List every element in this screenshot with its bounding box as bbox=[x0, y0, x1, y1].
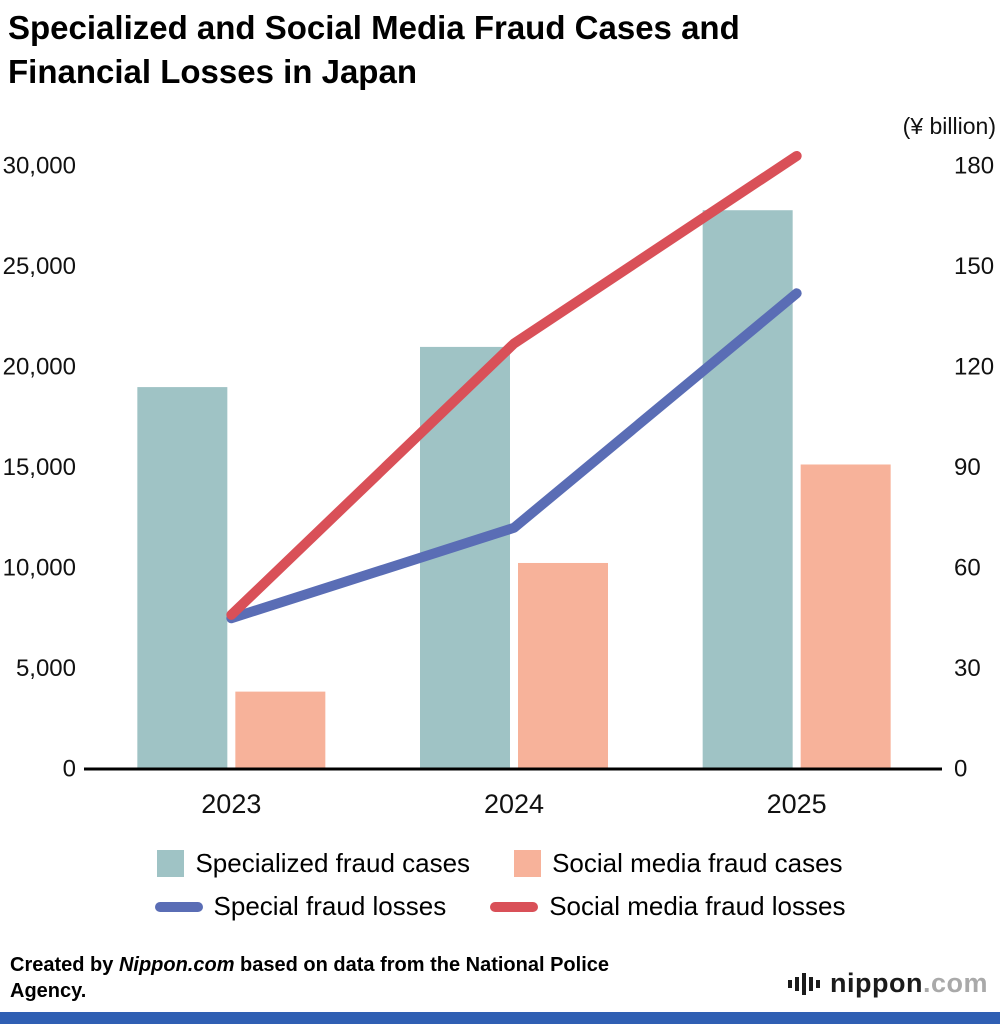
bar-social-media-fraud-cases-2025 bbox=[800, 464, 891, 769]
logo-name: nippon bbox=[830, 968, 923, 998]
legend-item-specialized-fraud-cases: Specialized fraud cases bbox=[157, 848, 470, 879]
left-axis-tick-label: 15,000 bbox=[3, 454, 76, 481]
logo-text: nippon.com bbox=[830, 968, 988, 999]
chart-legend: Specialized fraud cases Social media fra… bbox=[0, 848, 1000, 922]
chart-title: Specialized and Social Media Fraud Cases… bbox=[8, 6, 740, 93]
legend-label-social-media-losses: Social media fraud losses bbox=[549, 891, 846, 921]
logo-suffix: .com bbox=[922, 968, 988, 998]
bar-specialized-fraud-cases-2023 bbox=[137, 387, 228, 769]
legend-item-special-fraud-losses: Special fraud losses bbox=[154, 891, 447, 922]
combo-bar-line-chart: (¥ billion) 0 5,000 10,000 15,000 20,000 25,0… bbox=[3, 113, 996, 819]
credit-text: Created by Nippon.com based on data from… bbox=[10, 952, 630, 1005]
x-axis-label-2024: 2024 bbox=[484, 789, 544, 819]
right-axis-tick-label: 90 bbox=[954, 454, 981, 481]
left-axis-tick-label: 30,000 bbox=[3, 153, 76, 180]
right-axis-unit-label: (¥ billion) bbox=[903, 113, 996, 139]
credit-source: Nippon.com bbox=[118, 954, 235, 976]
sound-wave-icon bbox=[788, 972, 820, 995]
legend-row-bars: Specialized fraud cases Social media fra… bbox=[157, 848, 843, 879]
right-axis-tick-label: 180 bbox=[954, 153, 994, 180]
bottom-accent-bar bbox=[0, 1012, 1000, 1024]
right-axis-tick-label: 0 bbox=[954, 756, 967, 783]
left-axis-tick-label: 25,000 bbox=[3, 253, 76, 280]
legend-item-social-media-fraud-cases: Social media fraud cases bbox=[514, 848, 843, 879]
credit-prefix: Created by bbox=[10, 954, 119, 976]
nippon-logo: nippon.com bbox=[788, 968, 988, 999]
chart-title-line1: Specialized and Social Media Fraud Cases… bbox=[8, 9, 740, 46]
left-axis-tick-label: 5,000 bbox=[16, 655, 76, 682]
bar-specialized-fraud-cases-2025 bbox=[702, 210, 793, 770]
legend-row-lines: Special fraud losses Social media fraud … bbox=[154, 891, 845, 922]
bar-social-media-fraud-cases-2024 bbox=[518, 562, 608, 769]
right-axis-tick-label: 60 bbox=[954, 555, 981, 582]
legend-label-social-media-cases: Social media fraud cases bbox=[552, 848, 843, 878]
legend-swatch-special-losses bbox=[154, 901, 203, 912]
credit-suffix: based on data from the National Police A… bbox=[10, 954, 609, 1003]
chart-title-line2: Financial Losses in Japan bbox=[8, 52, 417, 90]
legend-item-social-media-fraud-losses: Social media fraud losses bbox=[490, 891, 845, 922]
legend-swatch-social-media-losses bbox=[490, 901, 539, 912]
left-axis-tick-label: 10,000 bbox=[3, 555, 76, 582]
legend-swatch-social-media-cases bbox=[514, 850, 542, 877]
left-axis-tick-label: 20,000 bbox=[3, 354, 76, 381]
left-axis-tick-label: 0 bbox=[63, 756, 76, 783]
legend-swatch-specialized-cases bbox=[157, 850, 185, 877]
footer: Created by Nippon.com based on data from… bbox=[10, 952, 988, 1005]
line-social-media-fraud-losses bbox=[226, 150, 802, 620]
line-special-fraud-losses bbox=[226, 288, 802, 624]
bar-social-media-fraud-cases-2023 bbox=[235, 691, 326, 769]
right-axis-tick-label: 30 bbox=[954, 655, 981, 682]
x-axis-label-2025: 2025 bbox=[767, 789, 827, 819]
legend-label-special-losses: Special fraud losses bbox=[213, 891, 447, 921]
right-axis-tick-label: 150 bbox=[954, 253, 994, 280]
legend-label-specialized-cases: Specialized fraud cases bbox=[195, 848, 471, 878]
x-axis-label-2023: 2023 bbox=[201, 789, 261, 819]
right-axis-tick-label: 120 bbox=[954, 354, 994, 381]
